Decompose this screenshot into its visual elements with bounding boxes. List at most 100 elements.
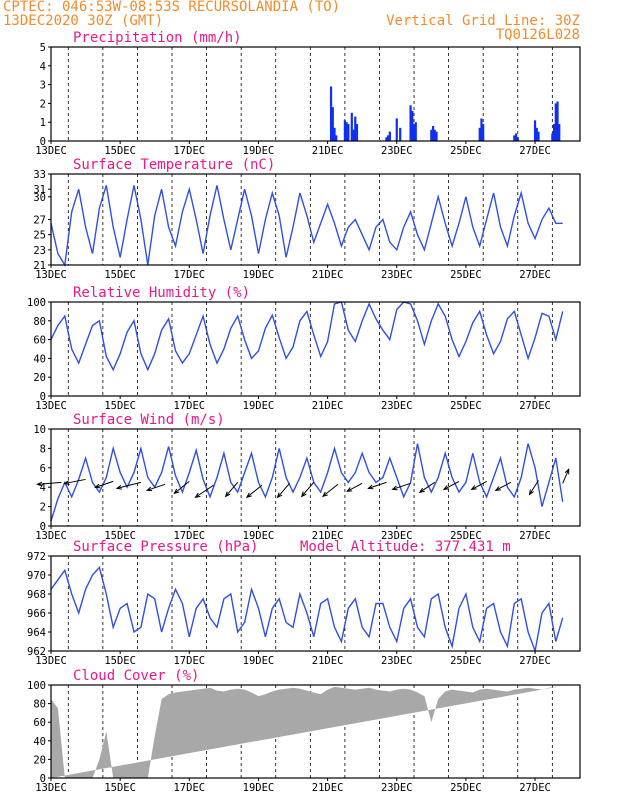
precip-bar: [388, 131, 391, 141]
y-tick-label: 6: [40, 463, 46, 475]
x-tick-label: 27DEC: [519, 782, 551, 794]
x-tick-label: 23DEC: [381, 145, 413, 157]
wind-arrow: [443, 480, 460, 490]
panel-title: Surface Pressure (hPa): [73, 539, 258, 555]
precip-bar: [533, 120, 537, 141]
panel-frame: [50, 46, 581, 142]
panel-title: Cloud Cover (%): [73, 668, 199, 684]
x-tick-label: 23DEC: [381, 400, 413, 412]
x-tick-label: 25DEC: [450, 530, 482, 542]
x-tick-label: 13DEC: [35, 530, 67, 542]
y-tick-label: 1: [40, 117, 46, 129]
panel-frame: [50, 173, 581, 266]
y-tick-label: 4: [40, 482, 46, 494]
wind-arrow: [64, 478, 86, 484]
precip-bar: [345, 122, 348, 141]
x-tick-label: 13DEC: [35, 269, 67, 281]
y-tick-label: 23: [33, 245, 46, 257]
x-tick-label: 21DEC: [312, 269, 344, 281]
panel-2: 0 20 40 60 80 100 13DEC 15DEC 17DEC 19DEC 21DEC 23D…: [27, 285, 581, 412]
header-date: 13DEC2020 30Z (GMT): [3, 13, 163, 29]
x-tick-label: 19DEC: [243, 530, 275, 542]
precip-bar: [552, 124, 556, 141]
x-tick-label: 19DEC: [243, 269, 275, 281]
precip-bar: [385, 137, 388, 141]
y-tick-label: 966: [27, 608, 46, 620]
precip-bar: [412, 124, 416, 141]
x-tick-label: 21DEC: [312, 530, 344, 542]
x-tick-label: 25DEC: [450, 269, 482, 281]
precip-bar: [411, 110, 414, 141]
x-tick-label: 21DEC: [312, 782, 344, 794]
x-tick-label: 19DEC: [243, 145, 275, 157]
x-tick-label: 21DEC: [312, 145, 344, 157]
precip-bar: [513, 135, 516, 141]
wind-arrow: [277, 482, 290, 498]
x-tick-label: 15DEC: [104, 782, 136, 794]
x-tick-label: 25DEC: [450, 145, 482, 157]
wind-arrow-head: [300, 491, 307, 498]
precip-bar: [430, 129, 433, 141]
x-tick-label: 15DEC: [104, 145, 136, 157]
y-tick-label: 80: [33, 316, 46, 328]
cloud-area: [51, 685, 563, 778]
x-tick-label: 15DEC: [104, 530, 136, 542]
y-tick-label: 60: [33, 717, 46, 729]
x-tick-label: 25DEC: [450, 655, 482, 667]
precip-bar: [399, 127, 402, 141]
x-tick-label: 17DEC: [173, 655, 205, 667]
y-tick-label: 0: [40, 773, 46, 785]
x-tick-label: 19DEC: [243, 400, 275, 412]
precip-bar: [478, 127, 481, 141]
y-tick-label: 4: [40, 61, 46, 73]
x-tick-label: 19DEC: [243, 655, 275, 667]
header-grid-line: Vertical Grid Line: 30Z: [386, 13, 580, 29]
y-tick-label: 27: [33, 215, 46, 227]
precip-bar: [558, 124, 561, 141]
x-tick-label: 17DEC: [173, 145, 205, 157]
precip-bar: [537, 131, 540, 141]
wind-arrow-head: [115, 484, 122, 490]
x-tick-label: 13DEC: [35, 782, 67, 794]
precip-bar: [409, 105, 412, 141]
precip-bar: [433, 129, 436, 141]
precip-bar: [355, 124, 359, 141]
y-tick-label: 20: [33, 372, 46, 384]
x-tick-label: 17DEC: [173, 269, 205, 281]
x-tick-label: 25DEC: [450, 400, 482, 412]
wind-arrow: [322, 483, 339, 497]
wind-arrow-head: [36, 481, 43, 487]
wind-arrow-head: [321, 491, 328, 498]
wind-arrow-head: [276, 492, 283, 499]
y-tick-label: 60: [33, 335, 46, 347]
precip-bar: [535, 127, 538, 141]
wind-arrow-head: [494, 486, 501, 491]
x-tick-label: 23DEC: [381, 530, 413, 542]
precip-bar: [414, 122, 417, 141]
x-tick-label: 23DEC: [381, 655, 413, 667]
x-tick-label: 15DEC: [104, 655, 136, 667]
y-tick-label: 25: [33, 230, 46, 242]
wind-arrow: [116, 481, 142, 489]
precip-bar: [516, 137, 519, 141]
y-tick-label: 2: [40, 502, 46, 514]
x-tick-label: 21DEC: [312, 400, 344, 412]
wind-arrow: [195, 484, 214, 498]
wind-arrow-head: [564, 468, 570, 475]
precip-bar: [395, 118, 398, 141]
panel-frame: [50, 428, 581, 527]
y-tick-label: 964: [27, 627, 46, 639]
x-tick-label: 23DEC: [381, 269, 413, 281]
precip-bar: [347, 124, 350, 141]
series-line: [50, 565, 564, 654]
x-tick-label: 27DEC: [519, 655, 551, 667]
x-tick-label: 13DEC: [35, 400, 67, 412]
x-tick-label: 25DEC: [450, 782, 482, 794]
series-line: [50, 443, 564, 522]
y-tick-label: 0: [40, 391, 46, 403]
y-tick-label: 962: [27, 646, 46, 658]
wind-arrow: [301, 482, 315, 497]
wind-arrow: [173, 480, 190, 494]
precip-bar: [480, 118, 483, 141]
